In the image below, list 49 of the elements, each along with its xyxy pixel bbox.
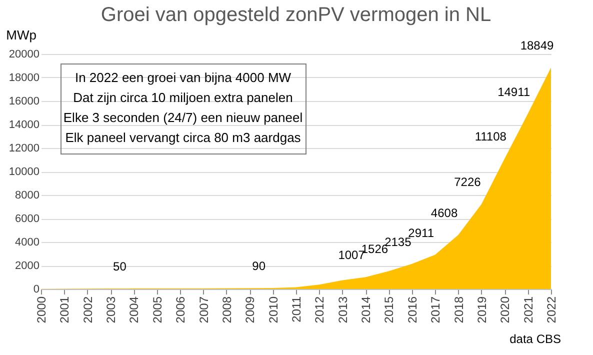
x-tick-label: 2002 (80, 296, 95, 324)
data-label: 14911 (498, 84, 530, 99)
x-tick-label: 2018 (452, 296, 466, 324)
data-label: 7226 (454, 175, 482, 190)
x-tick-label: 2008 (220, 296, 234, 324)
chart-title: Groei van opgesteld zonPV vermogen in NL (100, 4, 492, 26)
x-tick-label: 2020 (498, 296, 512, 324)
x-tick-label: 2012 (312, 296, 327, 324)
y-tick-label: 14000 (8, 119, 40, 131)
x-tick-label: 2009 (243, 296, 258, 324)
data-label: 2911 (408, 226, 434, 240)
x-tick-label: 2003 (104, 296, 118, 324)
data-label: 11108 (474, 129, 507, 144)
x-tick-label: 2017 (428, 296, 443, 324)
x-tick-label: 2013 (336, 296, 350, 324)
x-tick-label: 2001 (58, 296, 72, 324)
annotation: Dat zijn circa 10 miljoen extra panelen (73, 90, 293, 105)
data-label: 50 (113, 259, 127, 274)
annotation: Elk paneel vervangt circa 80 m3 aardgas (65, 130, 302, 145)
data-label: 90 (252, 258, 266, 273)
x-tick-label: 2005 (150, 296, 164, 324)
x-tick-label: 2004 (127, 296, 142, 324)
y-tick-label: 12000 (8, 142, 40, 154)
x-tick-label: 2007 (196, 296, 211, 324)
text: data CBS (510, 332, 561, 346)
y-tick-label: 8000 (15, 190, 40, 202)
y-tick-label: 0 (33, 284, 40, 296)
x-tick-label: 2015 (382, 296, 396, 324)
x-tick-label: 2022 (544, 296, 558, 324)
data-label: 4608 (430, 206, 458, 220)
x-tick-label: 2014 (359, 296, 374, 324)
y-tick-label: 18000 (8, 72, 40, 84)
x-tick-label: 2021 (521, 296, 536, 324)
y-tick-label: 20000 (8, 48, 40, 60)
data-label: 1007 (338, 248, 366, 262)
y-tick-label: 16000 (8, 96, 40, 108)
y-tick-label: 4000 (15, 236, 40, 248)
x-tick-label: 2006 (174, 296, 188, 324)
annotation: Elke 3 seconden (24/7) een nieuw paneel (63, 110, 303, 125)
annotation: In 2022 een groei van bijna 4000 MW (74, 70, 292, 85)
x-tick-label: 2010 (266, 296, 280, 324)
x-tick-label: 2016 (405, 296, 420, 324)
data-label: 18849 (520, 38, 554, 53)
y-axis-title: MWp (6, 28, 36, 42)
y-tick-label: 2000 (15, 260, 40, 272)
y-tick-label: 6000 (15, 213, 40, 225)
x-tick-label: 2019 (474, 296, 489, 324)
y-tick-label: 10000 (8, 166, 40, 178)
x-tick-label: 2011 (290, 296, 304, 322)
